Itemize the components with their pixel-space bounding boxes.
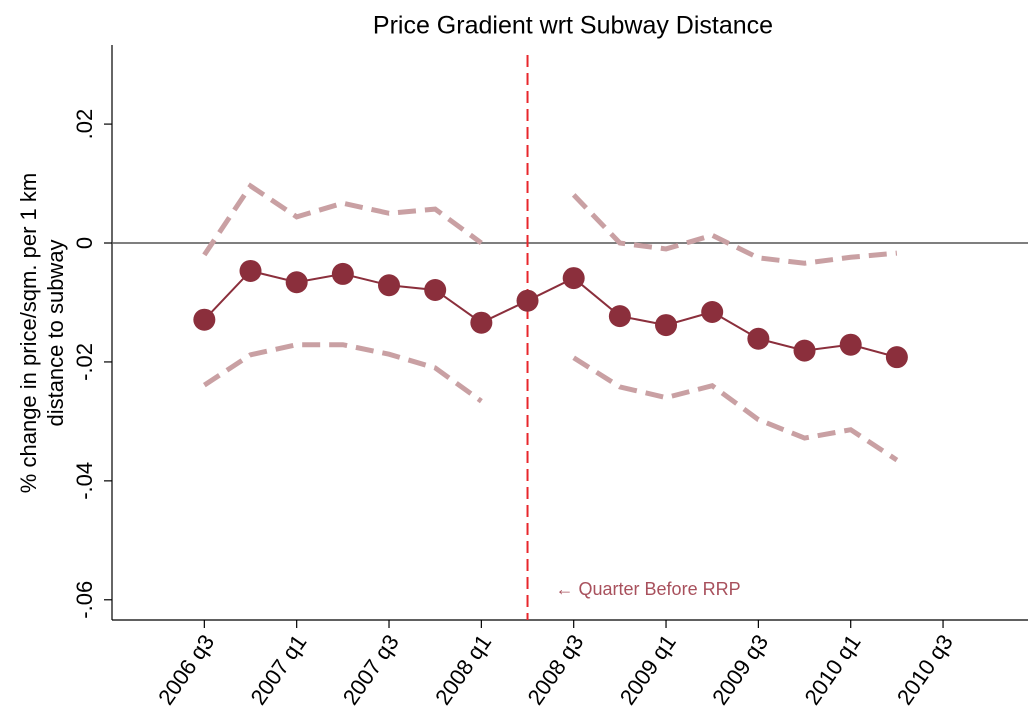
ci-line bbox=[571, 193, 898, 266]
y-tick-label: .02 bbox=[72, 109, 97, 140]
estimate-point bbox=[516, 289, 539, 312]
y-axis-label: % change in price/sqm. per 1 km bbox=[16, 173, 41, 493]
chart-title: Price Gradient wrt Subway Distance bbox=[373, 12, 773, 40]
y-tick-label: -.02 bbox=[72, 343, 97, 381]
x-tick-label: 2007 q1 bbox=[245, 630, 311, 709]
estimate-point bbox=[331, 262, 354, 285]
estimate-point bbox=[424, 278, 447, 301]
x-tick-label: 2008 q3 bbox=[522, 630, 588, 709]
x-tick-label: 2010 q1 bbox=[799, 630, 865, 709]
estimate-point bbox=[839, 333, 862, 356]
y-tick-label: -.04 bbox=[72, 462, 97, 500]
ci-line bbox=[572, 355, 899, 463]
estimate-point bbox=[747, 327, 770, 350]
estimate-line bbox=[203, 269, 898, 359]
y-tick-label: 0 bbox=[72, 237, 97, 249]
x-tick-label: 2010 q3 bbox=[892, 630, 958, 709]
x-tick-label: 2009 q1 bbox=[615, 630, 681, 709]
estimate-point bbox=[793, 339, 816, 362]
x-tick-label: 2006 q3 bbox=[153, 630, 219, 709]
estimate-point bbox=[378, 274, 401, 297]
estimate-point bbox=[193, 308, 216, 331]
reference-label: ← Quarter Before RRP bbox=[556, 579, 741, 599]
estimate-point bbox=[655, 314, 678, 337]
estimate-point bbox=[239, 259, 262, 282]
x-tick-label: 2007 q3 bbox=[338, 630, 404, 709]
estimate-point bbox=[285, 271, 308, 294]
estimate-point bbox=[885, 346, 908, 369]
y-axis-label: distance to subway bbox=[43, 239, 68, 426]
ci-line bbox=[202, 342, 483, 404]
ci-line bbox=[202, 182, 483, 257]
estimate-point bbox=[470, 311, 493, 334]
x-tick-label: 2008 q1 bbox=[430, 630, 496, 709]
estimate-point bbox=[562, 267, 585, 290]
x-tick-label: 2009 q3 bbox=[707, 630, 773, 709]
estimate-point bbox=[701, 300, 724, 323]
y-tick-label: -.06 bbox=[72, 581, 97, 619]
estimate-point bbox=[608, 305, 631, 328]
